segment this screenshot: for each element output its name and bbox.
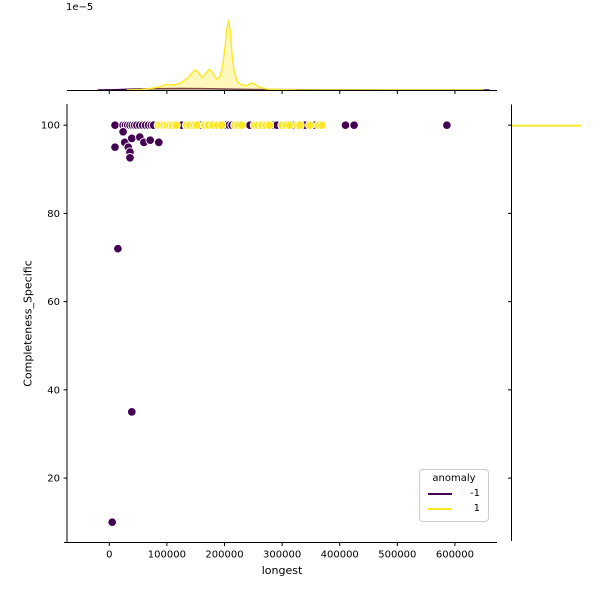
legend-entry-label: 1 — [473, 503, 480, 514]
x-tick-label: 300000 — [263, 550, 301, 561]
legend-line-anomaly-pos1 — [428, 507, 452, 510]
y-tick-label: 20 — [47, 474, 60, 485]
scatter-point-anomaly--1 — [442, 120, 452, 130]
legend-entry-anomaly-pos1: 1 — [428, 503, 482, 514]
scatter-point-anomaly--1 — [127, 133, 137, 144]
scatter-point-anomaly-1 — [192, 120, 202, 130]
y-tick-label: 60 — [47, 297, 60, 308]
scatter-point-anomaly-1 — [171, 120, 181, 130]
scatter-point-anomaly--1 — [110, 120, 120, 130]
y-tick-label: 100 — [41, 121, 60, 132]
scatter-point-anomaly--1 — [127, 407, 137, 417]
y-axis-label: Completeness_Specific — [21, 260, 35, 387]
top-marginal-kde-line-1 — [126, 19, 484, 91]
legend-title: anomaly — [432, 473, 476, 484]
x-tick-label: 100000 — [148, 550, 186, 561]
x-tick-label: 500000 — [378, 550, 416, 561]
scatter-point-anomaly--1 — [340, 120, 351, 130]
legend: anomaly -1 1 — [419, 469, 489, 522]
scatter-point-anomaly--1 — [107, 517, 117, 527]
scatter-point-anomaly--1 — [125, 153, 135, 163]
x-tick-label: 0 — [106, 550, 112, 561]
scatter-point-anomaly--1 — [113, 243, 123, 254]
scatter-point-anomaly-1 — [305, 120, 315, 130]
scatter-point-anomaly--1 — [154, 137, 164, 148]
y-tick-label: 40 — [47, 385, 60, 396]
scatter-point-anomaly--1 — [118, 127, 128, 137]
scatter-point-anomaly-1 — [264, 120, 275, 130]
scatter-point-anomaly-1 — [237, 120, 247, 130]
x-tick-label: 400000 — [321, 550, 359, 561]
legend-entry-label: -1 — [470, 488, 480, 499]
scatter-point-anomaly-1 — [295, 120, 305, 130]
scatter-point-anomaly--1 — [110, 142, 120, 152]
axis-offset-label: 1e−5 — [66, 2, 94, 13]
y-tick-label: 80 — [47, 209, 60, 220]
x-axis-label: longest — [261, 564, 303, 577]
scatter-point-anomaly--1 — [145, 135, 155, 145]
x-tick-label: 600000 — [436, 550, 474, 561]
legend-line-anomaly-neg1 — [428, 492, 452, 495]
top-marginal-kde-fill-1 — [126, 20, 484, 91]
legend-entry-anomaly-neg1: -1 — [428, 488, 482, 499]
scatter-point-anomaly-1 — [216, 120, 227, 130]
scatter-point-anomaly--1 — [349, 120, 359, 130]
x-tick-label: 200000 — [205, 550, 243, 561]
scatter-point-anomaly-1 — [317, 120, 327, 130]
